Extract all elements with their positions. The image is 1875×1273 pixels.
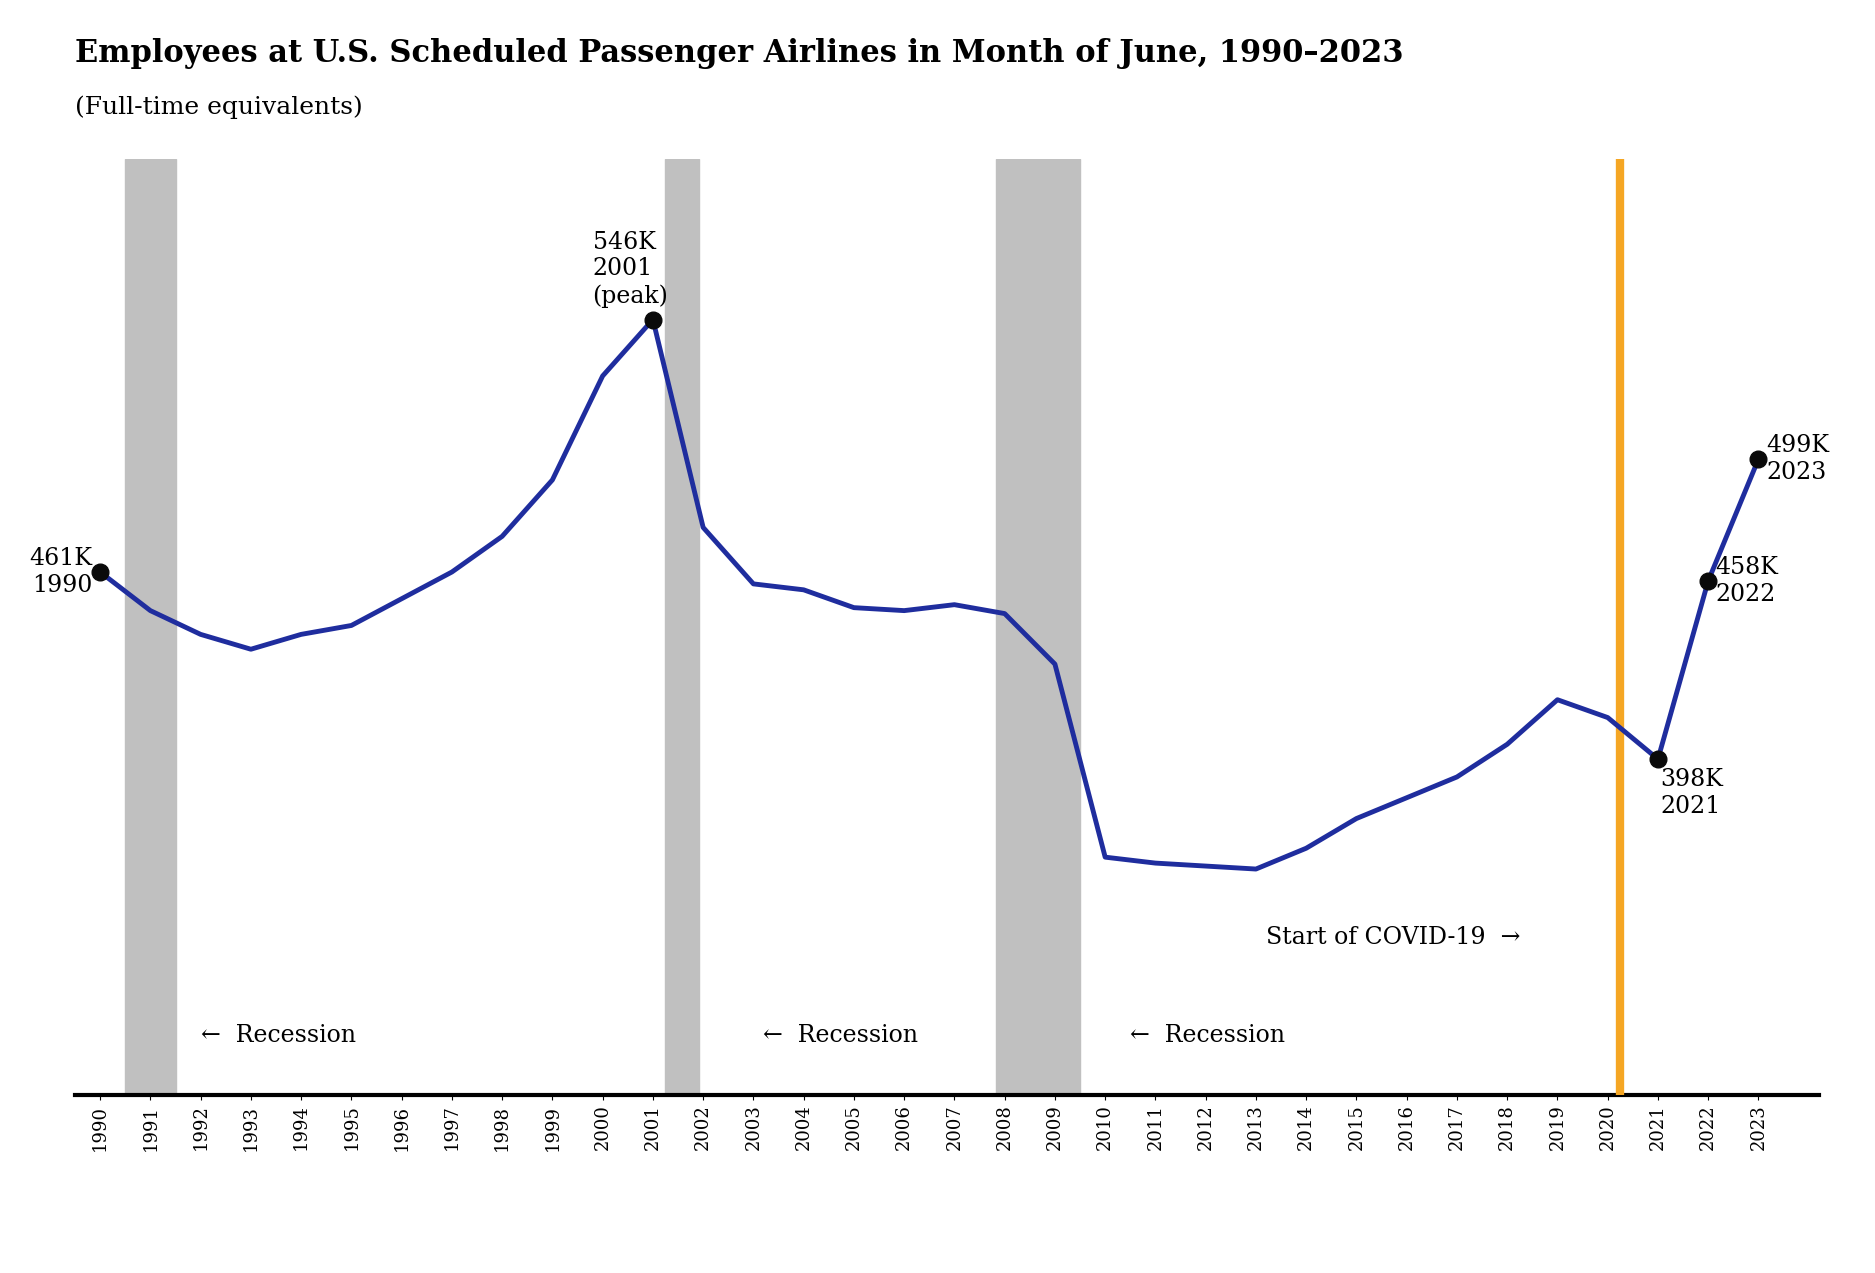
Text: ←  Recession: ← Recession xyxy=(763,1023,919,1046)
Text: 398K
2021: 398K 2021 xyxy=(1661,768,1723,817)
Bar xyxy=(126,159,176,1095)
Text: 499K
2023: 499K 2023 xyxy=(1766,434,1828,484)
Text: Employees at U.S. Scheduled Passenger Airlines in Month of June, 1990–2023: Employees at U.S. Scheduled Passenger Ai… xyxy=(75,38,1404,69)
Text: 546K
2001
(peak): 546K 2001 (peak) xyxy=(592,230,669,308)
Bar xyxy=(666,159,699,1095)
Text: ←  Recession: ← Recession xyxy=(201,1023,356,1046)
Text: (Full-time equivalents): (Full-time equivalents) xyxy=(75,95,362,118)
Text: ←  Recession: ← Recession xyxy=(1131,1023,1284,1046)
Text: 461K
1990: 461K 1990 xyxy=(30,547,92,597)
Text: Start of COVID-19  →: Start of COVID-19 → xyxy=(1266,925,1521,948)
Bar xyxy=(996,159,1080,1095)
Text: 458K
2022: 458K 2022 xyxy=(1716,556,1779,606)
